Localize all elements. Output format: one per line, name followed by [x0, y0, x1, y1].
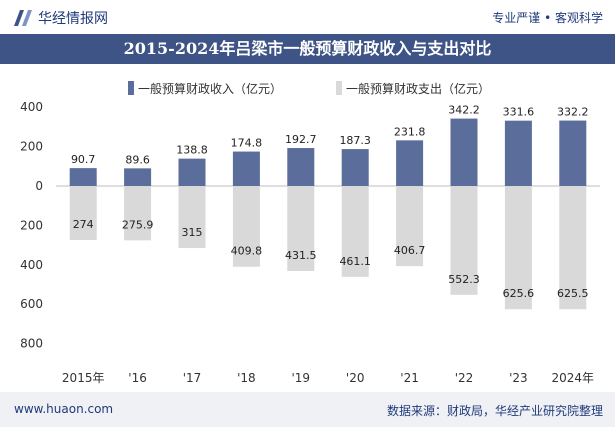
bar-expenditure	[232, 186, 260, 267]
legend-swatch-expenditure	[336, 81, 342, 95]
bar-expenditure	[341, 186, 369, 277]
bar-expenditure	[287, 186, 315, 272]
data-label-expenditure: 274	[73, 218, 94, 231]
data-label-income: 231.8	[394, 125, 426, 138]
data-label-income: 174.8	[231, 137, 263, 150]
data-label-income: 187.3	[339, 134, 371, 147]
data-label-expenditure: 431.5	[285, 249, 317, 262]
bar-income	[341, 149, 369, 186]
data-label-income: 332.2	[557, 106, 589, 119]
x-tick-label: '16	[128, 371, 147, 385]
bar-expenditure	[178, 186, 206, 249]
bar-income	[396, 140, 424, 186]
bar-expenditure	[450, 186, 478, 295]
legend-swatch-income	[128, 81, 134, 95]
bar-income	[69, 168, 97, 186]
x-tick-label: '21	[400, 371, 419, 385]
y-tick-label: 600	[20, 297, 43, 311]
x-tick-label: '20	[346, 371, 365, 385]
top-bar: 华经情报网 专业严谨 • 客观科学	[0, 0, 615, 34]
x-tick-label: '22	[455, 371, 474, 385]
tagline: 专业严谨 • 客观科学	[492, 11, 603, 25]
data-label-expenditure: 625.6	[503, 287, 535, 300]
data-label-expenditure: 625.5	[557, 287, 589, 300]
bar-expenditure	[69, 186, 97, 240]
y-tick-label: 400	[20, 100, 43, 114]
y-tick-label: 200	[20, 218, 43, 232]
bar-income	[559, 120, 587, 186]
legend-label-income: 一般预算财政收入（亿元）	[138, 81, 282, 96]
data-source: 数据来源：财政局，华经产业研究院整理	[386, 404, 603, 418]
data-label-expenditure: 552.3	[448, 273, 480, 286]
bar-expenditure	[559, 186, 587, 310]
website-link[interactable]: www.huaon.com	[14, 402, 114, 416]
bar-income	[232, 151, 260, 186]
chart-title: 2015-2024年吕梁市一般预算财政收入与支出对比	[0, 34, 615, 64]
logo-icon	[14, 10, 32, 26]
bar-expenditure	[124, 186, 152, 241]
bar-income	[450, 118, 478, 186]
x-tick-label: '23	[509, 371, 528, 385]
brand-name: 华经情报网	[38, 11, 108, 27]
data-label-income: 90.7	[71, 153, 96, 166]
data-label-income: 342.2	[448, 104, 480, 117]
data-label-expenditure: 409.8	[231, 245, 263, 258]
brand: 华经情报网	[14, 8, 108, 28]
bar-income	[287, 148, 315, 186]
data-label-income: 192.7	[285, 133, 317, 146]
data-label-expenditure: 461.1	[339, 255, 371, 268]
legend-label-expenditure: 一般预算财政支出（亿元）	[346, 81, 490, 96]
data-label-expenditure: 315	[182, 226, 203, 239]
x-tick-label: '18	[237, 371, 256, 385]
data-label-income: 331.6	[503, 106, 535, 119]
y-tick-label: 0	[35, 179, 43, 193]
chart-area: 一般预算财政收入（亿元） 一般预算财政支出（亿元） 400 200 0 200 400 600…	[20, 81, 600, 385]
x-tick-label: '19	[292, 371, 311, 385]
data-label-expenditure: 275.9	[122, 218, 154, 231]
bar-income	[178, 158, 206, 186]
bar-income	[504, 120, 532, 186]
y-tick-label: 800	[20, 337, 43, 351]
y-tick-label: 400	[20, 258, 43, 272]
bar-expenditure	[396, 186, 424, 267]
bar-income	[124, 168, 152, 186]
x-tick-label: '17	[183, 371, 202, 385]
bar-expenditure	[504, 186, 532, 310]
x-tick-label: 2015年	[62, 371, 105, 385]
data-label-income: 89.6	[125, 153, 150, 166]
y-tick-label: 200	[20, 140, 43, 154]
data-label-income: 138.8	[176, 144, 208, 157]
footer-bar: www.huaon.com 数据来源：财政局，华经产业研究院整理	[0, 392, 615, 427]
data-label-expenditure: 406.7	[394, 244, 426, 257]
x-tick-label: 2024年	[552, 371, 595, 385]
